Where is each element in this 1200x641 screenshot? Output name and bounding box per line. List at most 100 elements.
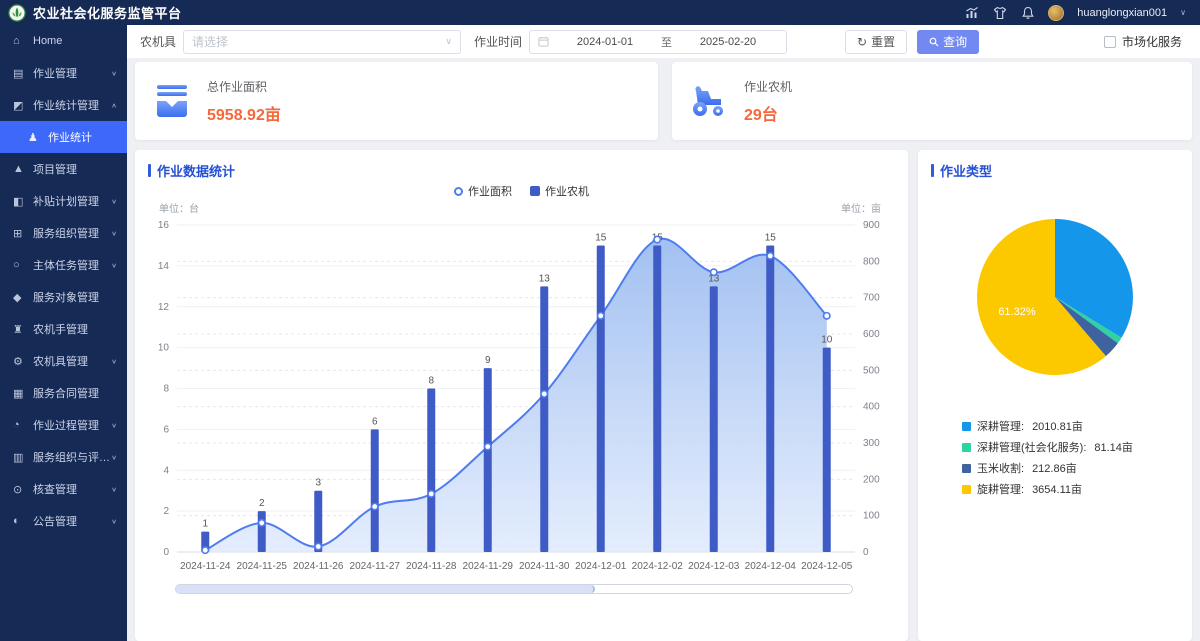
sidebar-item-home[interactable]: ⌂Home <box>0 25 127 57</box>
pie-slice-label: 61.32% <box>998 306 1036 318</box>
panel-work-type: 作业类型 61.32% 深耕管理:2010.81亩深耕管理(社会化服务):81.… <box>918 150 1192 641</box>
combo-chart-legend: 作业面积 作业农机 <box>135 183 908 199</box>
sidebar-item-label: 作业过程管理 <box>33 417 99 433</box>
line-marker <box>485 443 491 449</box>
sidebar-item-label: Home <box>33 35 62 47</box>
service-target-icon: ◆ <box>13 291 26 304</box>
left-axis-tick: 2 <box>163 506 169 517</box>
theme-icon[interactable] <box>992 5 1007 20</box>
bar-value-label: 8 <box>428 376 434 387</box>
chevron-icon: ∨ <box>111 357 117 364</box>
machine-mgmt-icon: ⚙ <box>13 355 26 368</box>
sidebar-item-contract-mgmt[interactable]: ▦服务合同管理 <box>0 377 127 409</box>
pie-legend-item[interactable]: 玉米收割:212.86亩 <box>962 460 1133 476</box>
line-marker <box>372 503 378 509</box>
main-content: 农机具 请选择 ∨ 作业时间 2024-01-01 至 2025-02-20 ↻… <box>127 25 1200 641</box>
user-menu-chevron-icon[interactable]: ∨ <box>1180 8 1186 17</box>
x-axis-label: 2024-12-03 <box>688 561 740 572</box>
sidebar-item-label: 作业统计管理 <box>33 97 99 113</box>
sidebar-item-machine-mgmt[interactable]: ⚙农机具管理∨ <box>0 345 127 377</box>
x-axis-label: 2024-11-27 <box>350 561 401 572</box>
sidebar-item-label: 服务合同管理 <box>33 385 99 401</box>
query-button[interactable]: 查询 <box>917 30 979 54</box>
app-header: 农业社会化服务监管平台 huanglongxian001 ∨ <box>0 0 1200 25</box>
legend-value: 81.14亩 <box>1094 439 1133 455</box>
sidebar-item-verify-mgmt[interactable]: ⊙核查管理∨ <box>0 473 127 505</box>
sidebar-item-service-target[interactable]: ◆ 服务对象管理 <box>0 281 127 313</box>
sidebar-item-label: 核查管理 <box>33 481 77 497</box>
sidebar-item-notice-mgmt[interactable]: ◐公告管理∨ <box>0 505 127 537</box>
date-range-picker[interactable]: 2024-01-01 至 2025-02-20 <box>529 30 787 54</box>
sidebar-item-label: 公告管理 <box>33 513 77 529</box>
sidebar-item-label: 服务组织与评价管理 <box>33 449 111 465</box>
service-org-icon: ⊞ <box>13 227 26 240</box>
legend-name: 旋耕管理: <box>977 481 1024 497</box>
sidebar-item-main-task[interactable]: ○主体任务管理∨ <box>0 249 127 281</box>
right-axis-tick: 800 <box>863 256 880 267</box>
username[interactable]: huanglongxian001 <box>1077 7 1167 19</box>
reset-button[interactable]: ↻ 重置 <box>845 30 907 54</box>
line-marker <box>598 313 604 319</box>
pie-legend: 深耕管理:2010.81亩深耕管理(社会化服务):81.14亩玉米收割:212.… <box>962 418 1133 497</box>
right-axis-unit-label: 单位：亩 <box>841 202 881 215</box>
bell-icon[interactable] <box>1020 5 1035 20</box>
sidebar-item-label: 服务对象管理 <box>33 289 99 305</box>
user-avatar[interactable] <box>1048 5 1064 21</box>
legend-item-area[interactable]: 作业面积 <box>454 183 512 199</box>
sidebar-item-job-stats[interactable]: ♟作业统计 <box>0 121 127 153</box>
stat-value: 29台 <box>744 101 792 125</box>
sidebar-item-label: 服务组织管理 <box>33 225 99 241</box>
title-accent-bar <box>931 164 934 177</box>
right-axis-tick: 500 <box>863 365 880 376</box>
stats-icon[interactable] <box>964 5 979 20</box>
line-marker <box>541 391 547 397</box>
combo-chart-title: 作业数据统计 <box>157 161 235 180</box>
date-end-input[interactable]: 2025-02-20 <box>678 36 778 48</box>
panel-work-data-stats: 作业数据统计 作业面积 作业农机 02468101214160100200300… <box>135 150 908 641</box>
time-filter-label: 作业时间 <box>474 33 522 50</box>
line-marker <box>259 520 265 526</box>
evaluation-mgmt-icon: ▥ <box>13 451 26 464</box>
sidebar-item-job-stats-mgmt[interactable]: ◩作业统计管理∧ <box>0 89 127 121</box>
line-marker <box>824 313 830 319</box>
data-zoom-slider[interactable] <box>175 584 853 594</box>
pie-legend-item[interactable]: 深耕管理(社会化服务):81.14亩 <box>962 439 1133 455</box>
bar <box>823 348 831 552</box>
machine-filter-label: 农机具 <box>140 33 176 50</box>
x-axis-label: 2024-11-24 <box>180 561 231 572</box>
chevron-icon: ∨ <box>111 229 117 236</box>
sidebar-item-service-org[interactable]: ⊞ 服务组织管理 ∨ <box>0 217 127 249</box>
right-axis-tick: 0 <box>863 547 869 558</box>
machine-select-placeholder: 请选择 <box>192 33 228 50</box>
line-marker <box>767 253 773 259</box>
pie-legend-item[interactable]: 深耕管理:2010.81亩 <box>962 418 1133 434</box>
stat-card-machines: 作业农机 29台 <box>672 62 1192 140</box>
sidebar-item-project-mgmt[interactable]: ▲项目管理 <box>0 153 127 185</box>
legend-swatch-icon <box>962 485 971 494</box>
left-axis-tick: 0 <box>163 547 169 558</box>
legend-item-machines[interactable]: 作业农机 <box>530 183 589 199</box>
calendar-icon <box>538 36 549 47</box>
sidebar-item-evaluation-mgmt[interactable]: ▥ 服务组织与评价管理∨ <box>0 441 127 473</box>
legend-swatch-icon <box>962 464 971 473</box>
bar <box>597 245 605 552</box>
left-axis-unit-label: 单位：台 <box>159 202 199 215</box>
sidebar-item-subsidy-plan[interactable]: ◧补贴计划管理∨ <box>0 185 127 217</box>
line-marker <box>202 547 208 553</box>
sidebar-item-operator-mgmt[interactable]: ♜农机手管理 <box>0 313 127 345</box>
sidebar-item-job-mgmt[interactable]: ▤作业管理∨ <box>0 57 127 89</box>
machine-select[interactable]: 请选择 ∨ <box>183 30 461 54</box>
chevron-icon: ∨ <box>111 453 117 460</box>
pie-legend-item[interactable]: 旋耕管理:3654.11亩 <box>962 481 1133 497</box>
bar-value-label: 2 <box>259 498 265 509</box>
x-axis-label: 2024-11-26 <box>293 561 344 572</box>
notice-mgmt-icon: ◐ <box>13 515 26 527</box>
sidebar-item-process-mgmt[interactable]: ◔作业过程管理∨ <box>0 409 127 441</box>
data-zoom-fill[interactable] <box>176 585 595 593</box>
bar-value-label: 6 <box>372 416 378 427</box>
date-start-input[interactable]: 2024-01-01 <box>555 36 655 48</box>
chevron-down-icon: ∨ <box>445 36 452 47</box>
market-service-checkbox[interactable]: 市场化服务 <box>1104 33 1182 50</box>
right-axis-tick: 900 <box>863 220 880 231</box>
area-series <box>205 239 827 552</box>
